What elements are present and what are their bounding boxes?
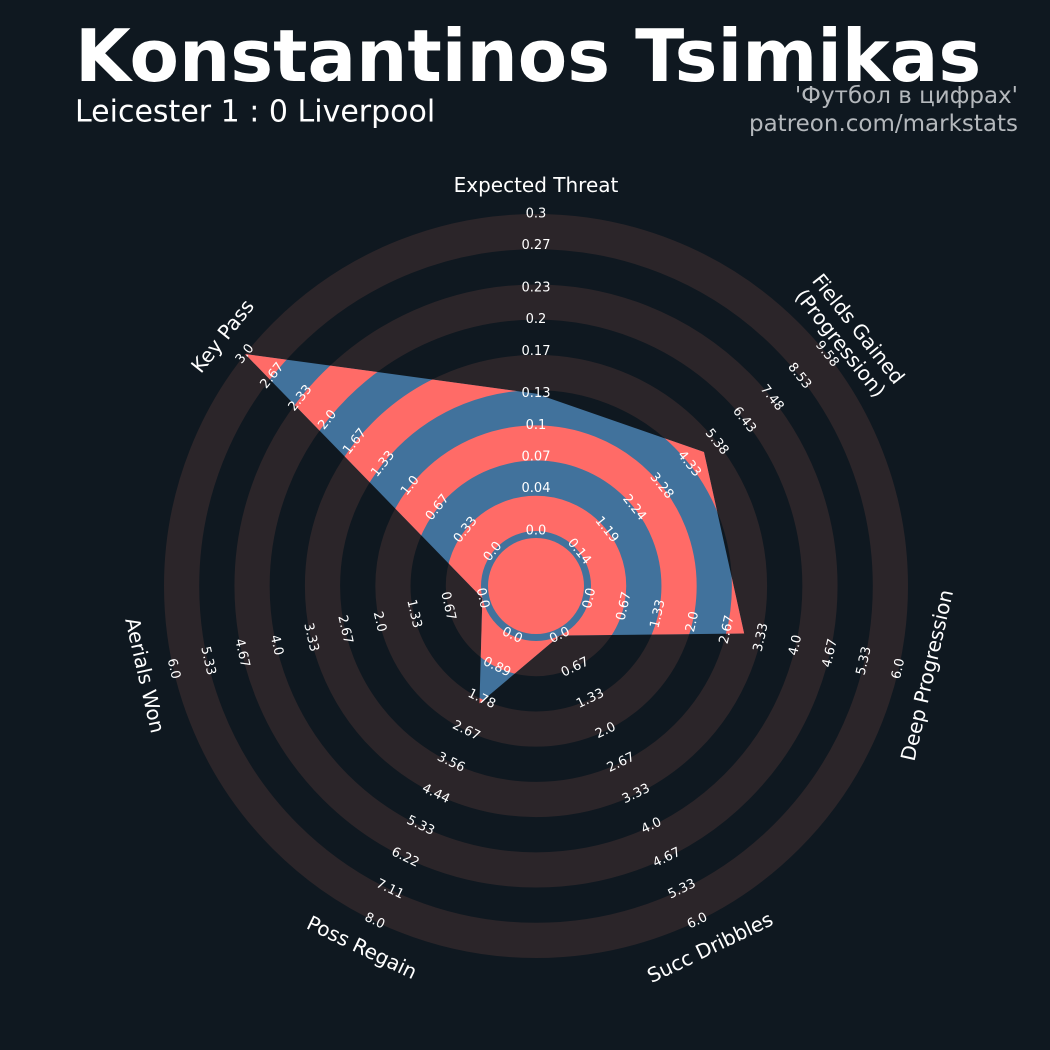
tick-label: 0.07 bbox=[522, 450, 551, 465]
subtitle: Leicester 1 : 0 Liverpool bbox=[75, 95, 435, 130]
tick-label: 0.23 bbox=[522, 280, 551, 295]
ring bbox=[164, 214, 908, 958]
tick-label: 2.0 bbox=[683, 610, 702, 634]
ring bbox=[234, 284, 838, 888]
tick-label: 0.3 bbox=[526, 207, 547, 222]
tick-label: 0.67 bbox=[614, 590, 635, 622]
tick-label: 2.67 bbox=[334, 614, 355, 646]
tick-label: 6.0 bbox=[889, 657, 908, 681]
credit: 'Футбол в цифрах' bbox=[795, 83, 1018, 109]
credit: patreon.com/markstats bbox=[749, 111, 1018, 137]
tick-label: 3.33 bbox=[300, 622, 321, 654]
tick-label: 0.0 bbox=[473, 586, 492, 610]
axis-label: Expected Threat bbox=[454, 173, 619, 197]
center-disk bbox=[488, 538, 584, 634]
tick-label: 0.0 bbox=[580, 586, 599, 610]
tick-label: 1.33 bbox=[403, 598, 424, 630]
tick-label: 5.33 bbox=[197, 645, 218, 677]
tick-label: 5.33 bbox=[854, 645, 875, 677]
tick-label: 1.33 bbox=[648, 598, 669, 630]
tick-label: 2.67 bbox=[717, 614, 738, 646]
ring bbox=[304, 354, 768, 818]
tick-label: 4.0 bbox=[267, 634, 286, 658]
tick-label: 0.67 bbox=[437, 590, 458, 622]
tick-label: 3.33 bbox=[751, 622, 772, 654]
tick-label: 0.17 bbox=[522, 344, 551, 359]
tick-label: 0.1 bbox=[526, 418, 547, 433]
tick-label: 0.13 bbox=[522, 386, 551, 401]
tick-label: 2.0 bbox=[370, 610, 389, 634]
tick-label: 0.0 bbox=[526, 524, 547, 539]
tick-label: 4.67 bbox=[231, 637, 252, 669]
tick-label: 4.0 bbox=[786, 634, 805, 658]
tick-label: 0.04 bbox=[522, 481, 551, 496]
tick-label: 0.27 bbox=[522, 238, 551, 253]
tick-label: 6.0 bbox=[164, 657, 183, 681]
tick-label: 0.2 bbox=[526, 312, 547, 327]
title: Konstantinos Tsimikas bbox=[75, 14, 981, 98]
tick-label: 4.67 bbox=[820, 637, 841, 669]
